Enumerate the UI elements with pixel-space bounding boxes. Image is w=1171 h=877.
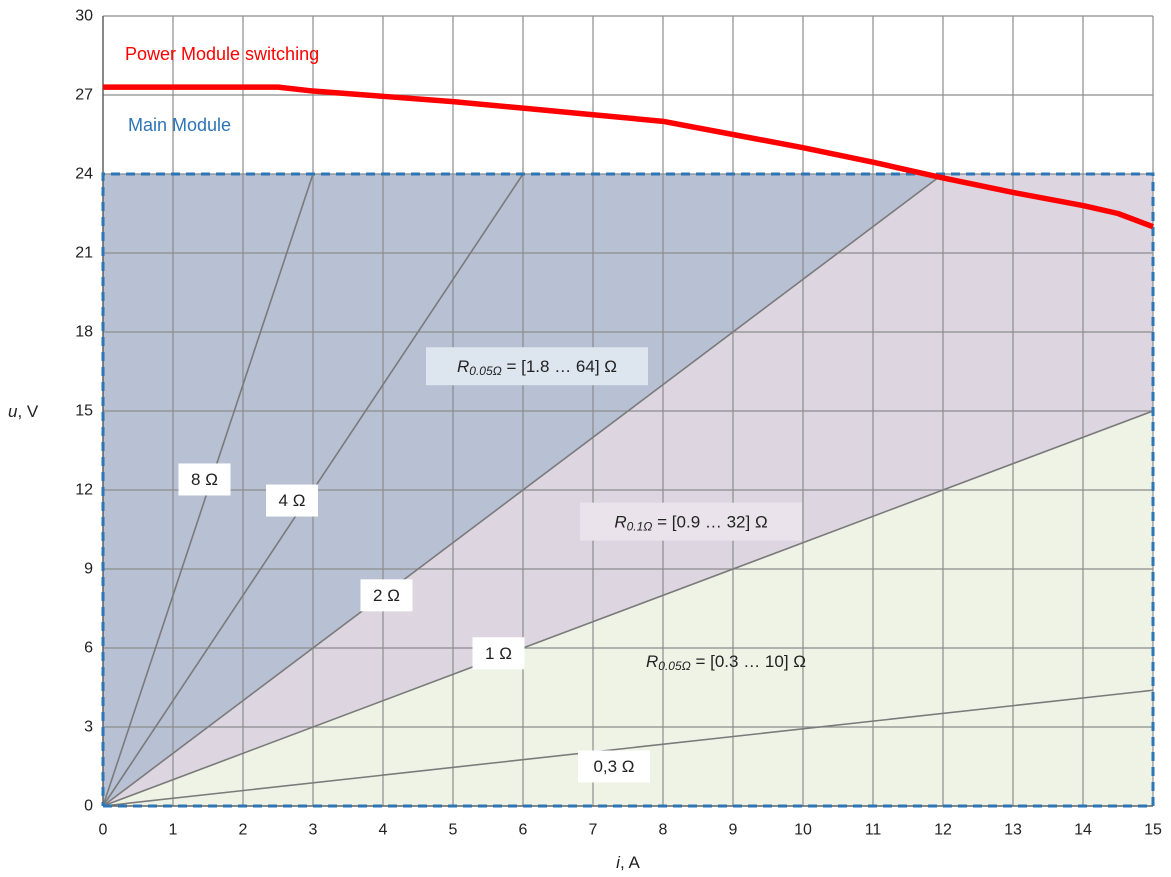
region-label-subscript: 0.1Ω: [627, 520, 653, 534]
x-tick-label: 14: [1074, 822, 1092, 839]
resistance-line: [102, 689, 1154, 807]
y-tick-label: 15: [75, 403, 93, 420]
x-axis-unit: , A: [620, 853, 641, 872]
y-ticks: 0 3 6 9 12 15 18 21 24 27 30: [75, 8, 93, 815]
x-tick-label: 0: [99, 822, 108, 839]
x-tick-label: 9: [729, 822, 738, 839]
y-axis-unit: , V: [17, 402, 38, 421]
label-boxes: [178, 347, 802, 783]
region-label-symbol: R: [457, 357, 469, 376]
x-ticks: 0 1 2 3 4 5 6 7 8 9 10 11 12 13 14 15: [99, 822, 1162, 839]
x-tick-label: 15: [1144, 822, 1162, 839]
resistance-label: 4 Ω: [279, 491, 306, 510]
resistance-label-box: [266, 484, 318, 517]
grid: [102, 15, 1154, 807]
y-tick-label: 30: [75, 8, 93, 25]
resistance-label-box: [360, 579, 413, 612]
resistance-label: 8 Ω: [191, 470, 218, 489]
y-tick-label: 12: [75, 482, 93, 499]
region-label-subscript: 0.05Ω: [469, 364, 501, 378]
x-axis-title: i, A: [616, 853, 640, 872]
region-label-subscript: 0.05Ω: [658, 659, 690, 673]
y-tick-label: 21: [75, 245, 93, 262]
region-label-symbol: R: [646, 652, 658, 671]
resistance-line: [102, 173, 944, 807]
region-label-range: = [0.9 … 32] Ω: [652, 512, 767, 531]
resistance-label: 2 Ω: [373, 586, 400, 605]
x-tick-label: 4: [379, 822, 388, 839]
x-tick-label: 6: [519, 822, 528, 839]
y-tick-label: 27: [75, 87, 93, 104]
region-label-range: = [0.3 … 10] Ω: [691, 652, 806, 671]
power-module-line: [103, 84, 1154, 230]
y-tick-label: 6: [84, 640, 93, 657]
y-tick-label: 18: [75, 324, 93, 341]
resistance-label: 1 Ω: [485, 644, 512, 663]
x-tick-label: 8: [659, 822, 668, 839]
resistance-line: [102, 410, 1154, 807]
region-label-box: [580, 502, 802, 541]
main-module-box: [101, 172, 1155, 808]
y-axis-variable: u: [8, 402, 18, 421]
x-tick-label: 2: [239, 822, 248, 839]
resistance-label-box: [578, 750, 650, 783]
resistance-label: 0,3 Ω: [593, 757, 634, 776]
region-label-symbol: R: [614, 512, 626, 531]
power-module-label: Power Module switching: [125, 44, 319, 64]
x-tick-label: 1: [169, 822, 178, 839]
annotations: 8 Ω4 Ω2 Ω1 Ω0,3 ΩR0.05Ω = [1.8 … 64] ΩR0…: [125, 44, 806, 776]
x-tick-label: 3: [309, 822, 318, 839]
x-axis-variable: i: [616, 853, 621, 872]
y-tick-label: 0: [84, 798, 93, 815]
resistance-label-box: [472, 637, 525, 670]
x-tick-label: 5: [449, 822, 458, 839]
x-tick-label: 10: [794, 822, 812, 839]
power-series: [103, 84, 1154, 230]
x-tick-label: 7: [589, 822, 598, 839]
y-axis-title: u, V: [8, 402, 39, 421]
axis-titles: i, A u, V: [8, 402, 640, 872]
y-tick-label: 24: [75, 166, 93, 183]
region-label: R0.05Ω = [1.8 … 64] Ω: [457, 357, 617, 379]
region-label-range: = [1.8 … 64] Ω: [502, 357, 617, 376]
main-module-label: Main Module: [128, 115, 231, 135]
main-module-outline: [101, 172, 1155, 808]
x-tick-label: 12: [934, 822, 952, 839]
x-tick-label: 11: [865, 822, 882, 839]
region-label-box: [426, 347, 648, 386]
region-label: R0.1Ω = [0.9 … 32] Ω: [614, 512, 767, 534]
resistance-label-box: [178, 463, 231, 496]
x-tick-label: 13: [1004, 822, 1022, 839]
region-label: R0.05Ω = [0.3 … 10] Ω: [646, 652, 806, 674]
y-tick-label: 9: [84, 561, 93, 578]
y-tick-label: 3: [84, 719, 93, 736]
